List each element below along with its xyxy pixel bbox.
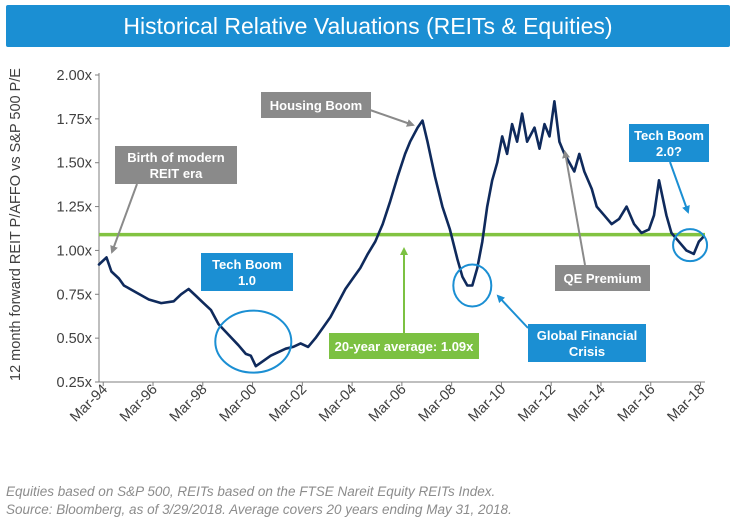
- callout-text-birth: Birth of modern: [127, 150, 225, 165]
- x-tick-label: Mar-06: [366, 382, 410, 426]
- y-tick-label: 1.50x: [57, 156, 93, 172]
- callout-text-birth: REIT era: [150, 166, 204, 181]
- callout-arrow-qe: [562, 150, 586, 266]
- chart-lines: [97, 99, 706, 368]
- x-tick-label: Mar-14: [565, 382, 609, 426]
- y-axis-label: 12 month forward REIT P/AFFO vs S&P 500 …: [8, 68, 24, 381]
- callout-text-qe: QE Premium: [563, 271, 641, 286]
- chart-title: Historical Relative Valuations (REITs & …: [123, 13, 613, 39]
- callout-box-gfc: [528, 324, 646, 362]
- callout-text-tech2: 2.0?: [656, 144, 682, 159]
- callout-box-tech2: [629, 124, 709, 162]
- y-tick-label: 2.00x: [57, 68, 93, 84]
- y-tick-label: 1.25x: [57, 200, 93, 216]
- series-line: [97, 99, 706, 368]
- footnote-1: Equities based on S&P 500, REITs based o…: [6, 484, 496, 499]
- x-tick-label: Mar-12: [515, 382, 559, 426]
- y-tick-label: 1.75x: [57, 112, 93, 128]
- x-tick-label: Mar-04: [316, 382, 360, 426]
- gfc-circle: [452, 263, 493, 308]
- callout-arrow-gfc: [496, 294, 529, 329]
- callout-text-avg: 20-year average: 1.09x: [335, 339, 475, 354]
- callout-text-housing: Housing Boom: [270, 98, 362, 113]
- y-tick-label: 1.00x: [57, 243, 93, 259]
- y-tick-label: 0.75x: [57, 287, 93, 303]
- callout-box-tech1: [201, 253, 293, 291]
- x-tick-label: Mar-08: [416, 382, 460, 426]
- callout-text-tech2: Tech Boom: [634, 128, 704, 143]
- y-tick-label: 0.50x: [57, 331, 93, 347]
- callout-text-gfc: Global Financial: [537, 328, 637, 343]
- x-tick-label: Mar-96: [117, 382, 161, 426]
- x-tick-label: Mar-00: [217, 382, 261, 426]
- chart: 0.25x 0.50x 0.75x 1.00x 1.25x 1.50x 1.75x 2.00x…: [8, 68, 709, 426]
- callout-arrow-birth: [110, 183, 138, 254]
- x-tick-label: Mar-18: [665, 382, 709, 426]
- callout-text-gfc: Crisis: [569, 344, 605, 359]
- callout-box-housing: [261, 92, 371, 118]
- callout-text-tech1: Tech Boom: [212, 257, 282, 272]
- tech-boom-1-circle: [214, 309, 293, 374]
- callout-text-tech1: 1.0: [238, 273, 256, 288]
- callout-box-avg: [329, 333, 479, 359]
- callout-box-birth: [115, 146, 237, 184]
- callout-arrow-housing: [369, 109, 415, 127]
- x-tick-label: Mar-98: [167, 382, 211, 426]
- callout-arrow-tech2: [669, 161, 690, 214]
- callout-box-qe: [555, 265, 650, 291]
- x-tick-label: Mar-10: [465, 382, 509, 426]
- tech-boom-2-circle: [672, 228, 709, 263]
- x-tick-label: Mar-02: [266, 382, 310, 426]
- y-tick-label: 0.25x: [57, 375, 93, 391]
- x-tick-label: Mar-16: [615, 382, 659, 426]
- footnote-2: Source: Bloomberg, as of 3/29/2018. Aver…: [6, 502, 512, 517]
- title-banner: Historical Relative Valuations (REITs & …: [6, 5, 730, 47]
